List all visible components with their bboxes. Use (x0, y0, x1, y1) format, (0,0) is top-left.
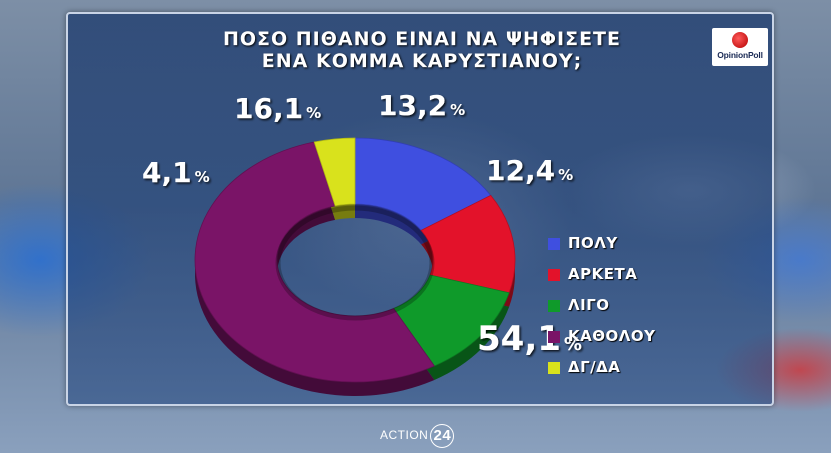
value-label-3: 54,1% (477, 319, 582, 359)
channel-logo: ACTION 24 (380, 424, 455, 448)
value-label-4: 4,1% (142, 156, 210, 189)
legend-label-3: ΚΑΘΟΛΟΥ (568, 327, 656, 345)
legend-item-2: ΛΙΓΟ (548, 296, 708, 316)
legend-label-0: ΠΟΛΥ (568, 234, 618, 252)
legend-swatch-3 (548, 331, 560, 343)
chart-title-line2: ΕΝΑ ΚΟΜΜΑ ΚΑΡΥΣΤΙΑΝΟΥ; (261, 50, 583, 72)
channel-brand: ACTION (380, 428, 429, 443)
value-label-0: 16,1% (234, 92, 321, 125)
channel-number: 24 (430, 424, 455, 448)
opinionpoll-logo: OpinionPoll (712, 28, 768, 66)
slice-ΠΟΛΥ (354, 137, 492, 231)
legend-swatch-4 (548, 362, 560, 374)
legend-item-0: ΠΟΛΥ (548, 234, 708, 254)
legend-label-2: ΛΙΓΟ (568, 296, 610, 314)
legend-label-1: ΑΡΚΕΤΑ (568, 265, 638, 283)
legend-label-4: ΔΓ/ΔΑ (568, 358, 621, 376)
chart-title-line1: ΠΟΣΟ ΠΙΘΑΝΟ ΕΙΝΑΙ ΝΑ ΨΗΦΙΣΕΤΕ (222, 28, 621, 50)
value-label-2: 12,4% (486, 154, 573, 187)
donut-hole-shadow (275, 205, 435, 321)
legend-item-3: ΚΑΘΟΛΟΥ (548, 327, 708, 347)
slice-ΚΑΘΟΛΟΥ (194, 141, 435, 383)
logo-text: OpinionPoll (717, 50, 763, 60)
value-label-1: 13,2% (378, 89, 465, 122)
legend-swatch-2 (548, 300, 560, 312)
legend-item-4: ΔΓ/ΔΑ (548, 358, 708, 378)
slice-ΔΓ/ΔΑ (313, 137, 356, 207)
legend-item-1: ΑΡΚΕΤΑ (548, 265, 708, 285)
legend-swatch-0 (548, 238, 560, 250)
logo-dot-icon (732, 32, 748, 48)
legend-swatch-1 (548, 269, 560, 281)
